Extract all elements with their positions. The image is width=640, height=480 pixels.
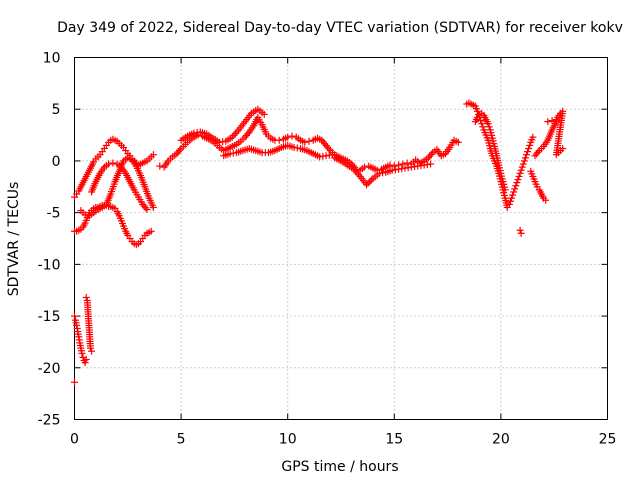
chart-title: Day 349 of 2022, Sidereal Day-to-day VTE… (57, 20, 623, 36)
data-point (105, 160, 113, 168)
data-point (514, 176, 522, 184)
ticks: 0 5 10 15 20 25 -25 -20 -15 -10 -5 0 5 10 (38, 51, 617, 448)
data-point (544, 118, 552, 126)
data-point (524, 148, 532, 156)
data-point (149, 151, 157, 159)
data-point (526, 141, 534, 149)
data-point (548, 117, 556, 125)
data-point (176, 146, 184, 154)
y-tick-label: 5 (52, 102, 61, 118)
data-point (301, 138, 309, 146)
data-point (478, 120, 486, 128)
data-point (522, 151, 530, 159)
data-point (82, 293, 90, 301)
data-point (149, 203, 157, 211)
x-tick-label: 10 (279, 432, 297, 448)
x-tick-label: 0 (70, 432, 79, 448)
data-point (508, 194, 516, 202)
data-point (511, 185, 519, 193)
data-point (156, 162, 164, 170)
y-tick-label: 10 (43, 51, 61, 67)
data-point (88, 347, 96, 355)
data-point (305, 137, 313, 145)
data-point (260, 110, 268, 118)
data-point (510, 188, 518, 196)
data-point (505, 200, 513, 208)
data-points (71, 99, 567, 386)
data-point (519, 160, 527, 168)
data-point (71, 312, 78, 320)
data-point (454, 138, 462, 146)
data-point (542, 196, 550, 204)
y-tick-label: -5 (47, 206, 61, 222)
data-point (559, 145, 567, 153)
data-point (71, 378, 78, 386)
data-point (473, 107, 481, 115)
data-point (244, 130, 252, 138)
data-point (518, 163, 526, 171)
data-point (147, 227, 155, 235)
data-point (427, 160, 435, 168)
data-point (288, 132, 296, 140)
data-point (360, 163, 368, 171)
x-tick-label: 20 (492, 432, 510, 448)
data-point (82, 356, 90, 364)
data-point (390, 162, 398, 170)
data-point (525, 145, 533, 153)
data-point (143, 206, 151, 214)
y-tick-label: -25 (38, 413, 61, 429)
data-point (142, 204, 150, 212)
data-point (517, 229, 525, 237)
data-point (403, 159, 411, 167)
data-point (477, 117, 485, 125)
x-tick-label: 15 (385, 432, 403, 448)
data-point (78, 349, 86, 357)
data-point (81, 359, 89, 367)
data-point (86, 344, 94, 352)
data-point (516, 169, 524, 177)
data-point (475, 110, 483, 118)
data-point (363, 181, 371, 189)
data-point (325, 145, 333, 153)
data-point (485, 123, 493, 131)
x-tick-label: 25 (599, 432, 617, 448)
plot-frame (74, 57, 608, 420)
data-point (479, 123, 487, 131)
data-point (512, 182, 520, 190)
data-point (366, 178, 374, 186)
y-tick-label: 0 (52, 154, 61, 170)
data-point (284, 133, 292, 141)
data-point (399, 160, 407, 168)
y-tick-label: -10 (38, 257, 61, 273)
data-point (484, 120, 492, 128)
data-point (501, 186, 509, 194)
data-point (81, 211, 89, 219)
grid (74, 57, 608, 420)
data-point (367, 176, 375, 184)
data-point (516, 226, 524, 234)
data-point (517, 166, 525, 174)
data-point (515, 172, 523, 180)
data-point (506, 197, 514, 205)
data-point (109, 159, 117, 167)
y-tick-label: -20 (38, 361, 61, 377)
x-tick-label: 5 (177, 432, 186, 448)
data-point (521, 154, 529, 162)
data-point (386, 161, 394, 169)
y-axis-label: SDTVAR / TECUs (6, 182, 22, 297)
y-tick-label: -15 (38, 309, 61, 325)
data-point (529, 133, 537, 141)
data-point (509, 191, 517, 199)
data-point (427, 150, 435, 158)
x-axis-label: GPS time / hours (281, 459, 398, 475)
data-point (275, 136, 283, 144)
data-point (513, 179, 521, 187)
data-point (520, 157, 528, 165)
data-point (534, 148, 542, 156)
data-point (364, 179, 372, 187)
